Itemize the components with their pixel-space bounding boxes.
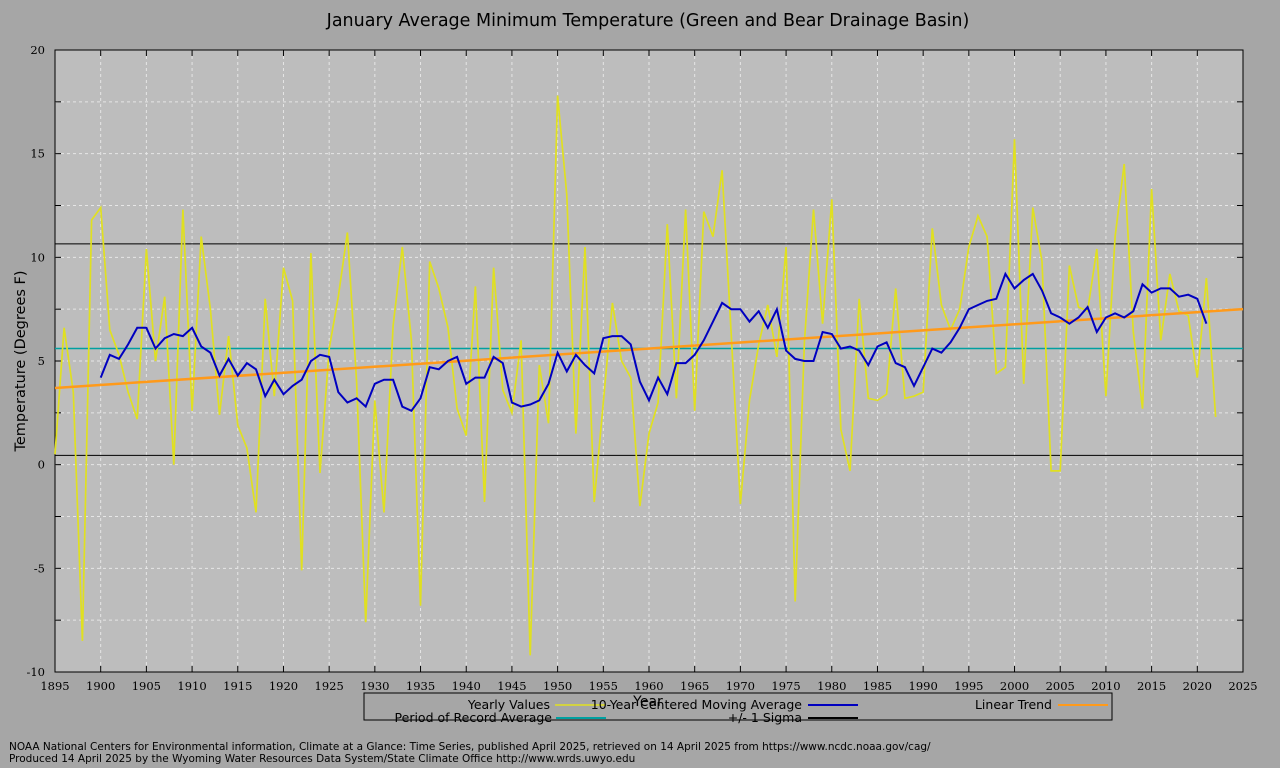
chart-title: January Average Minimum Temperature (Gre…: [326, 11, 970, 31]
y-tick-label: 5: [38, 354, 45, 368]
footer-source: NOAA National Centers for Environmental …: [9, 741, 931, 753]
gridlines: [54, 49, 1244, 673]
x-tick-label: 1965: [680, 679, 709, 693]
y-axis-label: Temperature (Degrees F): [13, 270, 29, 452]
linear-trend-line: [54, 307, 1244, 390]
moving-average-line: [99, 271, 1208, 413]
x-tick-label: 1970: [726, 679, 755, 693]
x-tick-label: 1960: [634, 679, 663, 693]
legend-label-moving-average: 10-Year Centered Moving Average: [591, 697, 803, 712]
x-tick-label: 1915: [223, 679, 252, 693]
x-tick-label: 1990: [909, 679, 938, 693]
x-tick-label: 1935: [406, 679, 435, 693]
x-tick-label: 1950: [543, 679, 572, 693]
x-tick-label: 1980: [817, 679, 846, 693]
legend-label-sigma: +/- 1 Sigma: [728, 710, 802, 725]
y-tick-label: -5: [34, 561, 45, 575]
legend-label-yearly: Yearly Values: [467, 697, 550, 712]
x-tick-label: 1900: [86, 679, 115, 693]
x-axis-label: Year: [632, 694, 663, 710]
x-tick-label: 1920: [269, 679, 298, 693]
legend-box: [363, 692, 1113, 721]
x-tick-label: 2005: [1046, 679, 1075, 693]
x-tick-label: 1985: [863, 679, 892, 693]
x-tick-label: 1995: [954, 679, 983, 693]
x-tick-label: 1940: [452, 679, 481, 693]
y-tick-label: 15: [30, 147, 45, 161]
x-tick-label: 1925: [315, 679, 344, 693]
legend-label-linear-trend: Linear Trend: [975, 697, 1052, 712]
x-tick-label: 1975: [771, 679, 800, 693]
yearly-values-line: [54, 95, 1217, 656]
x-tick-label: 1955: [589, 679, 618, 693]
x-tick-label: 1895: [40, 679, 69, 693]
y-tick-label: 20: [30, 43, 45, 57]
y-tick-label: 10: [30, 250, 45, 264]
x-tick-label: 2000: [1000, 679, 1029, 693]
x-tick-label: 1905: [132, 679, 161, 693]
footer-producer: Produced 14 April 2025 by the Wyoming Wa…: [9, 753, 636, 765]
x-tick-label: 1910: [177, 679, 206, 693]
x-tick-label: 2015: [1137, 679, 1166, 693]
x-tick-label: 1945: [497, 679, 526, 693]
y-tick-label: -10: [26, 665, 45, 679]
x-tick-label: 2020: [1183, 679, 1212, 693]
x-tick-label: 1930: [360, 679, 389, 693]
legend-label-period-average: Period of Record Average: [395, 710, 553, 725]
x-tick-label: 2010: [1091, 679, 1120, 693]
x-tick-label: 2025: [1228, 679, 1257, 693]
y-tick-label: 0: [38, 458, 45, 472]
